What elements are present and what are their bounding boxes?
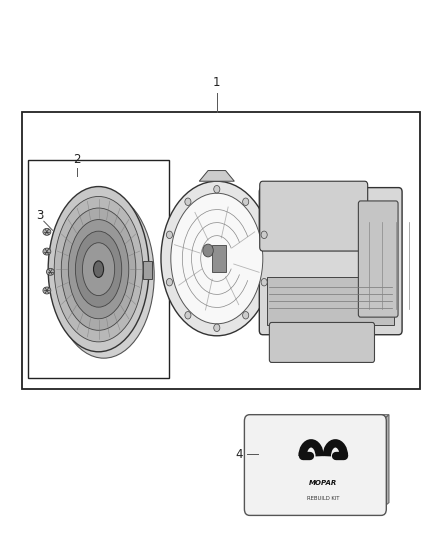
Bar <box>22 112 420 389</box>
Circle shape <box>203 244 213 257</box>
Text: MOPAR: MOPAR <box>309 480 337 486</box>
Circle shape <box>243 311 249 319</box>
Polygon shape <box>250 415 389 421</box>
Text: REBUILD KIT: REBUILD KIT <box>307 496 339 501</box>
Ellipse shape <box>46 269 54 275</box>
Circle shape <box>185 311 191 319</box>
Ellipse shape <box>43 248 51 255</box>
Circle shape <box>214 324 220 332</box>
Polygon shape <box>381 415 389 509</box>
Bar <box>143 261 152 279</box>
Text: 4: 4 <box>235 448 243 461</box>
Text: 2: 2 <box>73 154 81 166</box>
Polygon shape <box>199 171 234 181</box>
Ellipse shape <box>93 261 103 278</box>
FancyBboxPatch shape <box>244 415 386 515</box>
Circle shape <box>214 185 220 193</box>
Circle shape <box>261 278 267 286</box>
FancyBboxPatch shape <box>259 188 402 335</box>
Ellipse shape <box>171 193 263 324</box>
Bar <box>212 245 226 272</box>
Circle shape <box>166 278 173 286</box>
Ellipse shape <box>68 220 129 319</box>
Ellipse shape <box>53 193 154 358</box>
Circle shape <box>243 198 249 206</box>
Ellipse shape <box>48 187 149 352</box>
FancyBboxPatch shape <box>260 181 367 251</box>
Ellipse shape <box>75 231 122 307</box>
Ellipse shape <box>43 287 51 294</box>
Ellipse shape <box>82 243 115 296</box>
FancyBboxPatch shape <box>358 201 398 317</box>
Circle shape <box>166 231 173 239</box>
Ellipse shape <box>43 229 51 236</box>
Circle shape <box>261 231 267 239</box>
Circle shape <box>185 198 191 206</box>
Bar <box>28 160 169 378</box>
Ellipse shape <box>161 181 272 336</box>
Ellipse shape <box>54 197 143 342</box>
Text: 1: 1 <box>213 76 221 89</box>
Ellipse shape <box>61 208 136 330</box>
Text: 3: 3 <box>36 209 43 222</box>
Bar <box>267 277 394 325</box>
FancyBboxPatch shape <box>269 322 374 362</box>
